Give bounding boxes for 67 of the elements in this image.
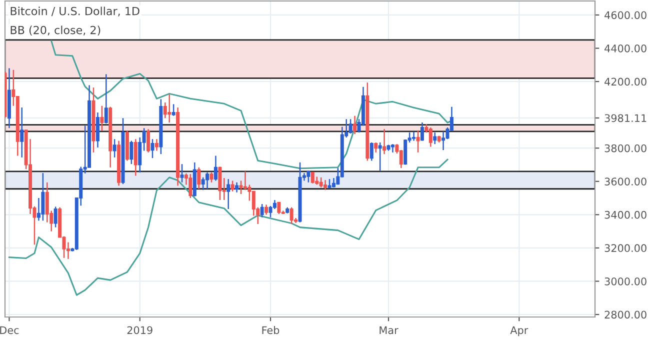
y-tick-label: 3000.00: [604, 277, 646, 286]
candlestick: [206, 172, 210, 190]
candlestick: [130, 140, 134, 165]
y-tick-label: 3400.00: [604, 210, 646, 219]
x-tick-label: Apr: [510, 326, 528, 336]
candlestick: [104, 74, 108, 124]
candlestick: [324, 179, 328, 191]
candlestick: [310, 172, 314, 184]
candlestick: [264, 204, 268, 216]
y-tick-label: 3981.11: [604, 114, 646, 122]
y-tick-label: 4600.00: [604, 11, 646, 20]
chart-title: Bitcoin / U.S. Dollar, 1D: [10, 6, 140, 16]
y-tick-label: 3200.00: [604, 244, 646, 252]
candlestick: [378, 142, 382, 172]
y-tick-label: 2800.00: [604, 310, 646, 319]
candlestick: [428, 126, 432, 148]
candlestick: [134, 138, 138, 176]
candlestick: [150, 138, 154, 159]
candlestick: [172, 104, 176, 116]
candlestick: [370, 142, 374, 162]
candlestick: [348, 118, 352, 134]
candlestick: [416, 130, 420, 154]
candlestick: [218, 166, 222, 201]
candlestick: [382, 128, 386, 155]
candlestick: [100, 105, 104, 132]
candlestick: [96, 112, 100, 148]
candlestick: [328, 178, 332, 189]
x-tick-label: Mar: [380, 326, 398, 334]
candlestick: [54, 206, 58, 228]
candlestick: [197, 166, 201, 190]
y-tick-label: 3600.00: [604, 178, 646, 186]
candlestick: [112, 138, 116, 158]
candlestick: [306, 170, 310, 184]
candlestick: [277, 202, 281, 215]
x-tick-label: Dec: [0, 326, 19, 334]
x-tick-label: Feb: [262, 326, 280, 334]
candlestick: [214, 155, 218, 182]
candlestick: [319, 176, 323, 188]
line-series: [8, 158, 448, 296]
candlestick: [154, 138, 158, 152]
candlestick: [412, 131, 416, 142]
y-tick-label: 4400.00: [604, 44, 646, 52]
line-series: [50, 40, 452, 170]
candlestick: [188, 173, 192, 199]
candlestick: [374, 142, 378, 154]
candlestick: [20, 106, 24, 158]
candlestick: [180, 163, 184, 184]
y-tick-label: 4200.00: [604, 78, 646, 86]
candlestick: [146, 128, 150, 154]
candlestick: [243, 170, 247, 191]
candlestick: [235, 182, 239, 193]
x-tick-label: 2019: [127, 326, 152, 334]
candlestick: [332, 177, 336, 188]
candlestick: [230, 180, 234, 192]
candlestick: [442, 130, 446, 151]
candlestick: [433, 132, 437, 145]
text: BB (20, close, 2): [10, 26, 100, 36]
candlestick: [420, 122, 424, 142]
candlestick: [353, 115, 357, 135]
candlestick: [260, 203, 264, 218]
candlestick: [168, 94, 172, 124]
candlestick: [41, 172, 45, 222]
y-tick-label: 3800.00: [604, 144, 646, 152]
candlestick: [226, 178, 230, 210]
candlestick: [210, 172, 214, 184]
candlestick: [201, 176, 205, 191]
candlestick: [290, 206, 294, 225]
